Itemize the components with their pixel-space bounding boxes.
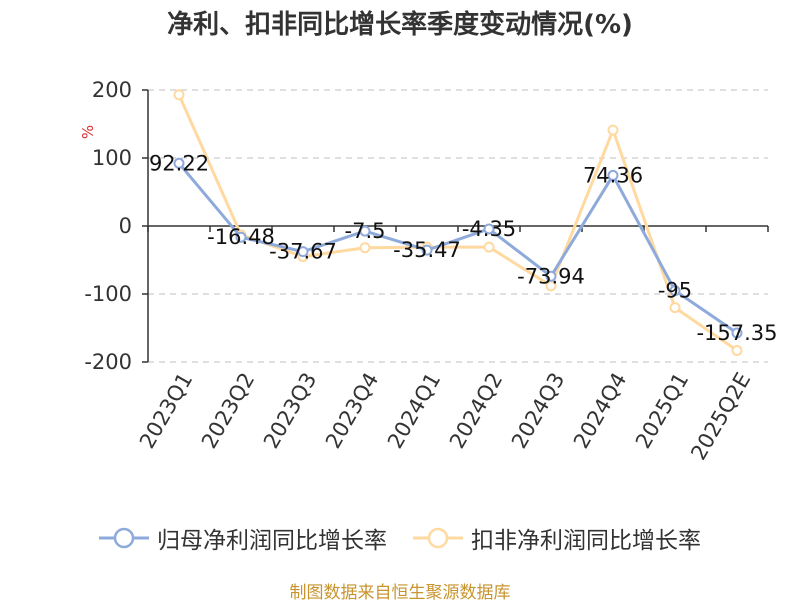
series-1-point	[173, 157, 185, 169]
series-1-point	[731, 327, 743, 339]
series-2-point	[607, 124, 619, 136]
data-label: -7.5	[345, 219, 386, 243]
series-1-point	[297, 246, 309, 258]
legend-label-series-1: 归母净利润同比增长率	[157, 528, 387, 554]
series-line-1	[177, 162, 738, 335]
legend-item-series-2[interactable]: 扣非净利润同比增长率	[413, 521, 701, 555]
axes	[142, 89, 769, 363]
series-1-point	[545, 270, 557, 282]
series-1-point	[359, 225, 371, 237]
data-label: -16.48	[207, 225, 275, 249]
grid-lines	[148, 89, 768, 363]
x-tick-label: 2024Q1	[383, 369, 445, 453]
x-tick-label: 2023Q2	[197, 369, 259, 453]
y-tick-label: 100	[92, 146, 132, 170]
x-tick-label: 2025Q1	[631, 369, 693, 453]
data-label: -157.35	[696, 321, 777, 345]
x-tick-label: 2024Q2	[445, 369, 507, 453]
x-tick-label: 2025Q2E	[686, 369, 755, 465]
legend-marker-series-2	[413, 527, 463, 549]
series-2-point	[359, 242, 371, 254]
data-label: -35.47	[393, 238, 461, 262]
data-label: -73.94	[517, 264, 585, 288]
legend-marker-series-1	[99, 527, 149, 549]
x-tick-label: 2023Q3	[259, 369, 321, 453]
legend-item-series-1[interactable]: 归母净利润同比增长率	[99, 521, 387, 555]
y-tick-labels: 200 100 0 -100 -200	[84, 78, 132, 374]
series-1-point	[669, 285, 681, 297]
series-line-2	[177, 94, 738, 352]
y-tick-label: -100	[84, 282, 132, 306]
source-note: 制图数据来自恒生聚源数据库	[289, 583, 511, 603]
series-lines	[173, 89, 743, 356]
chart-title: 净利、扣非同比增长率季度变动情况(%)	[167, 10, 633, 40]
data-label: -95	[658, 279, 692, 303]
data-label: -37.67	[269, 240, 337, 264]
series-1-point	[607, 169, 619, 181]
data-labels: 92.22 -16.48-37.67 -7.5 -35.47-4.35-73.94 74…	[149, 151, 778, 345]
legend: 归母净利润同比增长率 扣非净利润同比增长率	[0, 518, 800, 558]
x-tick-label: 2024Q3	[507, 369, 569, 453]
y-tick-label: 200	[92, 78, 132, 102]
y-tick-label: 0	[119, 214, 132, 238]
series-2-point	[483, 241, 495, 253]
legend-label-series-2: 扣非净利润同比增长率	[471, 528, 701, 554]
series-1-point	[235, 231, 247, 243]
series-1-point	[483, 223, 495, 235]
data-label: 74.36	[583, 163, 643, 187]
x-tick-labels: 2023Q1 2023Q2 2023Q3 2023Q4 2024Q1 2024Q2 2024…	[135, 369, 755, 465]
series-2-point	[669, 302, 681, 314]
x-tick-label: 2024Q4	[569, 369, 631, 453]
series-1-point	[421, 244, 433, 256]
data-label: -4.35	[462, 217, 516, 241]
series-2-point	[173, 89, 185, 101]
series-2-point	[731, 344, 743, 356]
data-label: 92.22	[149, 151, 209, 175]
x-tick-label: 2023Q1	[135, 369, 197, 453]
y-axis-unit-label: %	[79, 125, 97, 139]
x-tick-label: 2023Q4	[321, 369, 383, 453]
y-tick-label: -200	[84, 350, 132, 374]
